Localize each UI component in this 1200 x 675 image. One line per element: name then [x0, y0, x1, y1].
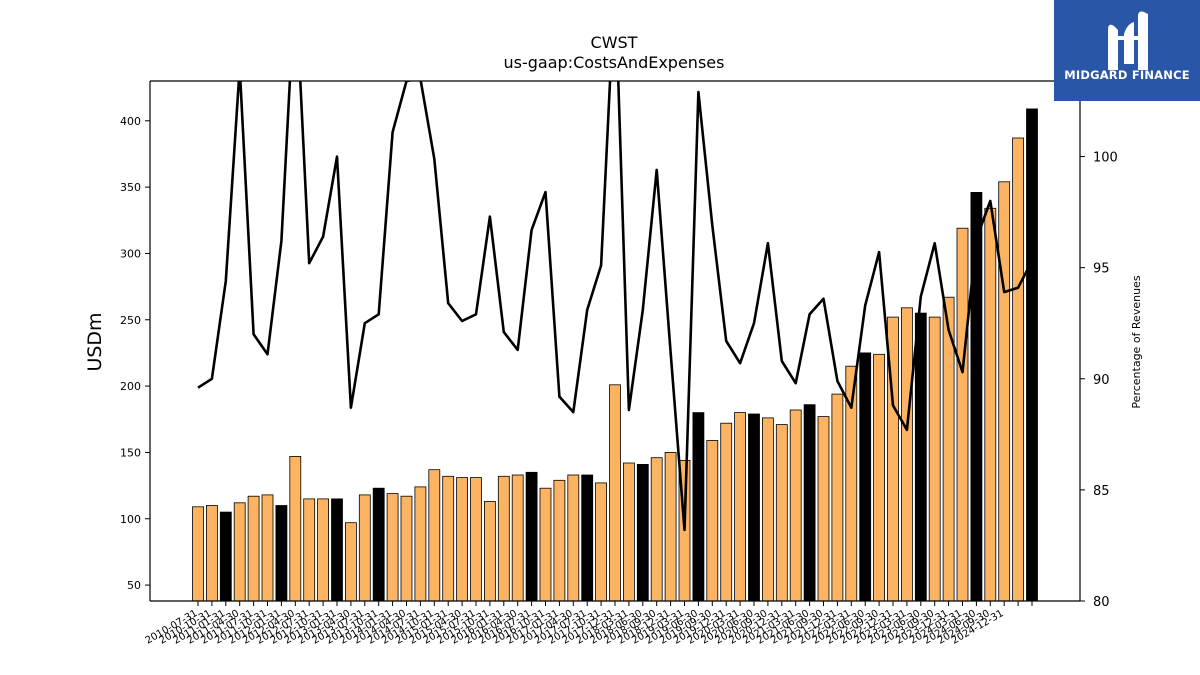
bar [483, 501, 496, 602]
bar [331, 498, 343, 602]
y2-axis-label: Percentage of Revenues [1130, 275, 1143, 408]
bar [511, 474, 524, 602]
bar [692, 412, 705, 602]
y2-tick-label: 95 [1093, 262, 1110, 277]
line-layer [197, 81, 1034, 532]
bar [650, 457, 663, 602]
bar [289, 455, 302, 602]
bar [1026, 108, 1038, 602]
midgard-finance-logo: MIDGARD FINANCE [1054, 0, 1200, 101]
bar [970, 191, 983, 602]
bar [428, 469, 441, 602]
bar [470, 477, 482, 602]
bar [303, 498, 316, 602]
bar [219, 511, 232, 602]
bar [928, 316, 941, 602]
bar [414, 486, 427, 602]
chart-title: CWST [591, 33, 638, 52]
bar [734, 412, 746, 602]
bar [567, 474, 580, 602]
bar [386, 493, 399, 602]
logo-mark-icon [1108, 11, 1148, 71]
bar [998, 181, 1011, 602]
bar [775, 424, 788, 602]
y-axis-label: USDm [84, 312, 106, 371]
percentage-line [197, 81, 1034, 532]
bar [609, 384, 621, 602]
bar [956, 227, 969, 602]
bar [901, 307, 913, 602]
bar [344, 522, 357, 602]
bar [358, 494, 371, 602]
bar [984, 207, 997, 602]
y-tick-label: 150 [120, 446, 141, 459]
y2-tick-label: 90 [1093, 373, 1110, 388]
bar [623, 462, 635, 602]
bar [803, 404, 816, 602]
chart-subtitle: us-gaap:CostsAndExpenses [504, 53, 725, 72]
y-tick-label: 50 [127, 579, 141, 592]
y-tick-label: 100 [120, 513, 141, 526]
bar [317, 498, 330, 602]
bar [372, 487, 385, 602]
bar [247, 495, 260, 602]
bar [595, 482, 607, 602]
bar [497, 475, 510, 602]
bar [192, 506, 204, 602]
bar [539, 487, 552, 602]
bar [233, 502, 246, 602]
y-tick-label: 400 [120, 115, 141, 128]
bar [817, 416, 830, 602]
bar [831, 393, 844, 602]
y2-tick-label: 100 [1093, 151, 1118, 166]
y-tick-label: 300 [120, 247, 141, 260]
bar [859, 352, 872, 602]
bar [456, 477, 469, 602]
bar [789, 409, 802, 602]
bar [442, 475, 455, 602]
bar [525, 471, 538, 602]
bar [261, 494, 274, 602]
bar [553, 479, 566, 602]
y2-tick-label: 80 [1093, 595, 1110, 610]
bar [664, 451, 677, 602]
bar [275, 505, 288, 602]
bar [762, 417, 774, 602]
y2-tick-label: 85 [1093, 484, 1110, 499]
y-tick-label: 200 [120, 380, 141, 393]
logo-text: MIDGARD FINANCE [1064, 68, 1190, 82]
y-tick-label: 350 [120, 181, 141, 194]
bar [914, 312, 927, 602]
axes-layer: 50100150200250300350400808590951002010-0… [120, 80, 1118, 647]
bars-layer [192, 108, 1038, 602]
bar [205, 505, 218, 602]
bar [873, 353, 885, 602]
bar [400, 495, 413, 602]
y-tick-label: 250 [120, 314, 141, 327]
bar [706, 440, 719, 602]
bar [720, 422, 733, 602]
bar [636, 463, 649, 602]
bar [1012, 137, 1024, 602]
bar [748, 413, 760, 602]
bar [581, 474, 594, 602]
